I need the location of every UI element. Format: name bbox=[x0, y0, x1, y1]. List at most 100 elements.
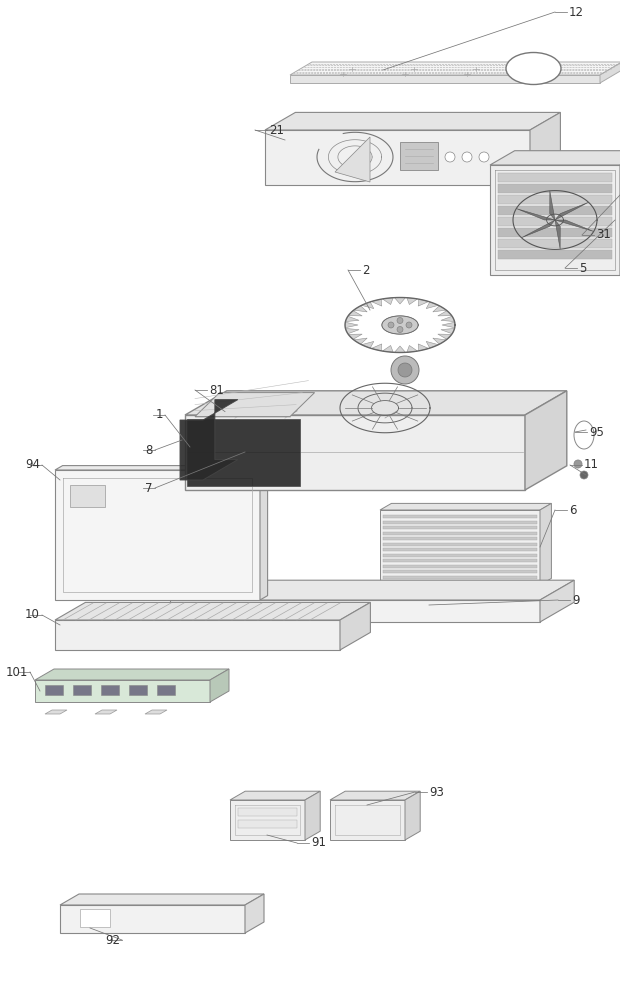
Polygon shape bbox=[345, 316, 359, 322]
Bar bbox=[383, 520, 537, 524]
Text: 7: 7 bbox=[146, 482, 153, 494]
Circle shape bbox=[398, 363, 412, 377]
Polygon shape bbox=[426, 341, 438, 348]
Polygon shape bbox=[35, 669, 229, 680]
Bar bbox=[383, 570, 537, 573]
Circle shape bbox=[462, 152, 472, 162]
Text: 92: 92 bbox=[105, 934, 120, 946]
Polygon shape bbox=[371, 299, 382, 306]
Text: 21: 21 bbox=[269, 123, 284, 136]
Text: 11: 11 bbox=[584, 458, 599, 472]
Polygon shape bbox=[441, 328, 454, 334]
Polygon shape bbox=[345, 328, 359, 334]
Polygon shape bbox=[433, 338, 446, 344]
Circle shape bbox=[479, 152, 489, 162]
Bar bbox=[498, 228, 612, 237]
Polygon shape bbox=[426, 302, 438, 309]
Circle shape bbox=[391, 356, 419, 384]
Text: 2: 2 bbox=[362, 263, 370, 276]
Polygon shape bbox=[438, 334, 452, 339]
Polygon shape bbox=[145, 710, 167, 714]
Bar bbox=[129, 685, 147, 695]
Bar bbox=[498, 173, 612, 182]
Polygon shape bbox=[418, 344, 428, 351]
Bar bbox=[498, 195, 612, 204]
Bar bbox=[383, 554, 537, 556]
Polygon shape bbox=[35, 680, 210, 702]
Polygon shape bbox=[380, 510, 540, 585]
Polygon shape bbox=[380, 503, 551, 510]
Polygon shape bbox=[516, 209, 555, 220]
Circle shape bbox=[397, 326, 403, 332]
Polygon shape bbox=[95, 710, 117, 714]
Polygon shape bbox=[230, 791, 320, 800]
Text: 10: 10 bbox=[25, 608, 40, 621]
Text: 94: 94 bbox=[25, 458, 40, 472]
Bar bbox=[400, 142, 438, 170]
Text: 8: 8 bbox=[146, 444, 153, 456]
Polygon shape bbox=[180, 400, 238, 480]
Polygon shape bbox=[345, 322, 358, 328]
Polygon shape bbox=[407, 345, 417, 352]
Bar bbox=[80, 909, 110, 927]
Polygon shape bbox=[555, 220, 560, 249]
Polygon shape bbox=[265, 130, 530, 185]
Text: 9: 9 bbox=[572, 593, 580, 606]
Polygon shape bbox=[348, 311, 362, 316]
Polygon shape bbox=[530, 112, 560, 185]
Polygon shape bbox=[600, 62, 620, 83]
Bar bbox=[383, 564, 537, 568]
Polygon shape bbox=[330, 791, 420, 800]
Bar bbox=[157, 685, 175, 695]
Polygon shape bbox=[361, 341, 374, 348]
Polygon shape bbox=[185, 415, 525, 490]
Bar bbox=[383, 576, 537, 578]
Polygon shape bbox=[210, 669, 229, 702]
Polygon shape bbox=[55, 602, 370, 620]
Text: 12: 12 bbox=[569, 5, 584, 18]
Bar bbox=[383, 537, 537, 540]
Polygon shape bbox=[170, 600, 540, 622]
Bar bbox=[383, 542, 537, 546]
Polygon shape bbox=[55, 470, 260, 600]
Polygon shape bbox=[260, 466, 268, 600]
Polygon shape bbox=[60, 894, 264, 905]
Text: 95: 95 bbox=[589, 426, 604, 438]
Polygon shape bbox=[290, 75, 600, 83]
Polygon shape bbox=[187, 419, 300, 486]
Bar bbox=[383, 559, 537, 562]
Polygon shape bbox=[330, 800, 405, 840]
Bar bbox=[498, 250, 612, 259]
Polygon shape bbox=[555, 202, 588, 220]
Polygon shape bbox=[490, 165, 620, 275]
Bar bbox=[70, 485, 105, 507]
Polygon shape bbox=[405, 791, 420, 840]
Circle shape bbox=[388, 322, 394, 328]
Bar bbox=[383, 532, 537, 534]
Polygon shape bbox=[245, 894, 264, 933]
Polygon shape bbox=[305, 791, 320, 840]
Polygon shape bbox=[382, 316, 418, 334]
Text: 101: 101 bbox=[6, 666, 28, 678]
Polygon shape bbox=[383, 345, 393, 352]
Polygon shape bbox=[230, 800, 305, 840]
Bar bbox=[383, 526, 537, 529]
Polygon shape bbox=[394, 298, 405, 304]
Ellipse shape bbox=[506, 52, 561, 85]
Bar bbox=[73, 685, 91, 695]
Polygon shape bbox=[55, 620, 340, 650]
Polygon shape bbox=[45, 710, 67, 714]
Text: 5: 5 bbox=[579, 261, 587, 274]
Polygon shape bbox=[438, 311, 452, 316]
Polygon shape bbox=[394, 346, 405, 352]
Text: 81: 81 bbox=[209, 383, 224, 396]
Text: 6: 6 bbox=[569, 504, 577, 516]
Polygon shape bbox=[433, 306, 446, 312]
Bar bbox=[498, 217, 612, 226]
Polygon shape bbox=[371, 344, 382, 351]
Polygon shape bbox=[540, 580, 574, 622]
Circle shape bbox=[445, 152, 455, 162]
Polygon shape bbox=[354, 306, 367, 312]
Bar bbox=[498, 184, 612, 193]
Text: 31: 31 bbox=[596, 229, 611, 241]
